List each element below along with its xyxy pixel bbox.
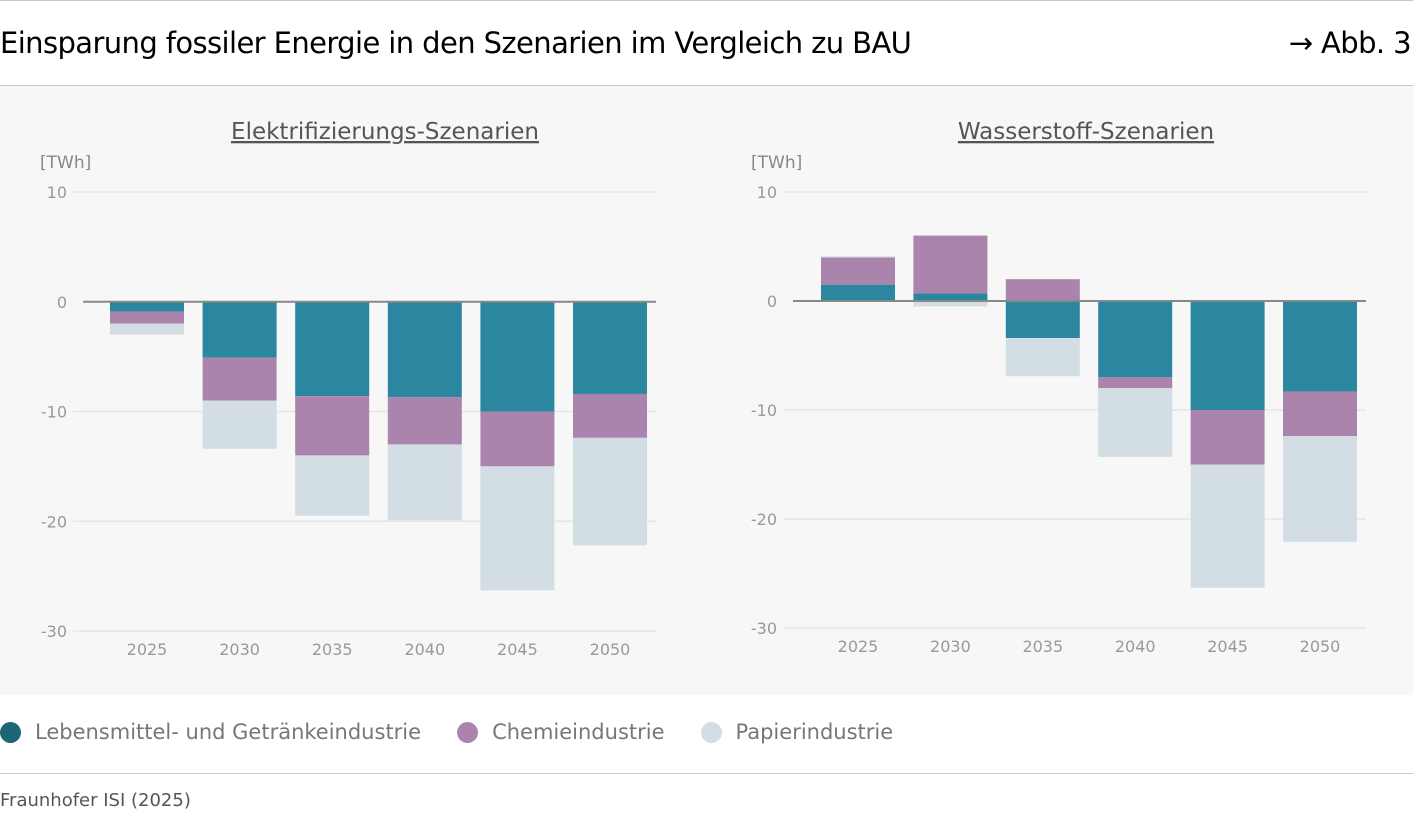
bar-segment-food [573,301,647,394]
bar-segment-paper [295,455,370,516]
x-tick-label: 2035 [312,640,353,659]
y-axis-unit: [TWh] [40,153,91,173]
y-tick-label: -10 [41,403,67,422]
figure-reference: → Abb. 3 [1288,26,1412,60]
bar-segment-paper [202,400,277,449]
source-note: Fraunhofer ISI (2025) [0,790,191,811]
bar-segment-food [387,301,462,398]
bar-segment-paper [573,437,647,546]
legend-label: Lebensmittel- und Getränkeindustrie [35,720,422,744]
y-axis-unit: [TWh] [751,153,802,173]
top-rule [0,0,1413,1]
legend-item-food: Lebensmittel- und Getränkeindustrie [0,720,421,744]
bar-segment-paper [480,466,555,591]
y-tick-label: -10 [751,401,777,420]
legend-item-paper: Papierindustrie [700,720,894,744]
bar-segment-food [202,301,277,358]
bar-segment-chemistry [573,393,647,438]
bar-segment-food [480,301,555,412]
bottom-rule [0,773,1413,774]
x-tick-label: 2045 [497,640,538,659]
figure-title: Einsparung fossiler Energie in den Szena… [0,26,912,60]
y-tick-label: -20 [751,510,777,529]
bar-segment-paper [821,256,895,258]
bar-segment-food [913,293,988,301]
charts-svg: Elektrifizierungs-Szenarien [TWh] 10 0 -10 -2… [40,119,1366,659]
y-tick-label: -20 [41,512,67,531]
x-tick-label: 2030 [219,640,260,659]
bar-segment-paper [387,444,462,521]
bar-segment-food [295,301,370,397]
bar-segment-chemistry [387,397,462,445]
legend-swatch [700,721,722,743]
x-tick-label: 2040 [404,640,445,659]
x-tick-label: 2045 [1207,637,1248,656]
y-tick-label: -30 [41,622,67,641]
bar-segment-paper [1283,436,1357,542]
bar-segment-chemistry [1190,410,1265,465]
bar-segment-chemistry [1098,377,1173,389]
y-tick-label: -30 [751,619,777,638]
bar-segment-food [1098,301,1173,378]
bar-segment-chemistry [913,235,988,294]
bar-segment-chemistry [110,311,184,324]
bar-segment-chemistry [295,396,370,456]
legend-label: Papierindustrie [735,720,894,744]
legend-label: Chemieindustrie [492,720,665,744]
bar-segment-paper [1005,338,1080,377]
bar-segment-paper [913,301,988,307]
y-tick-label: 0 [57,293,67,312]
x-tick-label: 2050 [590,640,631,659]
x-tick-label: 2050 [1300,637,1341,656]
bar-segment-chemistry [480,411,555,467]
legend-swatch [457,721,479,743]
chart-title: Wasserstoff-Szenarien [958,119,1214,145]
bar-segment-paper [110,323,184,335]
bar-segment-chemistry [821,257,895,285]
x-tick-label: 2040 [1115,637,1156,656]
bar-segment-chemistry [202,357,277,401]
x-tick-label: 2035 [1022,637,1063,656]
legend: Lebensmittel- und Getränkeindustrie Chem… [0,720,929,744]
x-tick-label: 2025 [127,640,168,659]
bar-segment-paper [1190,464,1265,588]
bar-segment-paper [1098,388,1173,457]
bar-segment-food [110,301,184,312]
legend-swatch [0,721,21,743]
bar-segment-food [1005,301,1080,339]
legend-item-chemistry: Chemieindustrie [457,720,665,744]
x-tick-label: 2025 [838,637,879,656]
bar-segment-food [821,284,895,301]
y-tick-label: 10 [47,183,67,202]
y-tick-label: 0 [767,292,777,311]
chart-title: Elektrifizierungs-Szenarien [231,119,539,145]
y-tick-label: 10 [757,183,777,202]
x-tick-label: 2030 [930,637,971,656]
bar-segment-chemistry [1283,391,1357,437]
bar-segment-chemistry [1005,279,1080,301]
bar-segment-food [1283,301,1357,392]
bar-segment-food [1190,301,1265,410]
